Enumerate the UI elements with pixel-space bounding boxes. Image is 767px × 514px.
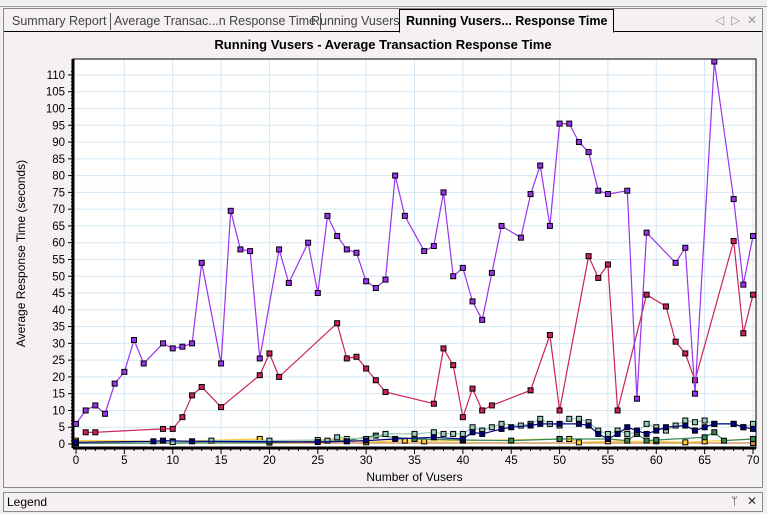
svg-text:0: 0 (59, 439, 65, 451)
svg-text:90: 90 (52, 137, 65, 149)
svg-text:45: 45 (505, 455, 518, 467)
svg-text:60: 60 (650, 455, 663, 467)
svg-text:85: 85 (52, 154, 65, 166)
svg-text:20: 20 (263, 455, 276, 467)
svg-text:95: 95 (52, 120, 65, 132)
svg-text:65: 65 (698, 455, 711, 467)
svg-text:30: 30 (360, 455, 373, 467)
window-top-strip (0, 0, 767, 7)
tab-scroll-left-icon[interactable]: ◁ (715, 13, 725, 27)
svg-text:5: 5 (59, 422, 65, 434)
svg-text:25: 25 (311, 455, 324, 467)
svg-text:70: 70 (52, 204, 65, 216)
svg-text:100: 100 (46, 104, 65, 116)
svg-text:5: 5 (121, 455, 127, 467)
svg-text:15: 15 (52, 389, 65, 401)
svg-text:110: 110 (47, 70, 65, 82)
svg-text:65: 65 (52, 221, 65, 233)
svg-text:40: 40 (52, 305, 65, 317)
chart-title: Running Vusers - Average Transaction Res… (214, 37, 552, 52)
svg-text:60: 60 (52, 238, 65, 250)
svg-text:55: 55 (602, 455, 615, 467)
svg-text:35: 35 (408, 455, 421, 467)
svg-text:70: 70 (747, 455, 760, 467)
pin-icon[interactable]: ᛘ (731, 494, 739, 508)
tab-summary-report[interactable]: Summary Report (8, 13, 112, 30)
svg-text:35: 35 (52, 322, 65, 334)
svg-text:45: 45 (52, 288, 65, 300)
svg-text:0: 0 (73, 455, 79, 467)
tab-running-vusers-response-time[interactable]: Running Vusers... Response Time (399, 9, 615, 33)
legend-label: Legend (7, 495, 48, 509)
svg-text:10: 10 (52, 405, 65, 417)
svg-text:Average Response Time (seconds: Average Response Time (seconds) (14, 160, 28, 347)
svg-text:40: 40 (456, 455, 469, 467)
svg-text:50: 50 (553, 455, 566, 467)
legend-close-icon[interactable]: ✕ (747, 494, 758, 508)
svg-text:20: 20 (52, 372, 65, 384)
svg-text:80: 80 (52, 171, 65, 183)
svg-text:105: 105 (46, 87, 65, 99)
svg-text:75: 75 (52, 187, 65, 199)
tab-bar: Summary Report Average Transac...n Respo… (4, 9, 762, 33)
svg-text:55: 55 (52, 254, 65, 266)
tab-scroll-right-icon[interactable]: ▷ (731, 13, 741, 27)
svg-text:25: 25 (52, 355, 65, 367)
svg-text:50: 50 (52, 271, 65, 283)
tab-close-icon[interactable]: ✕ (747, 13, 758, 27)
legend-panel: Legend ᛘ ✕ (3, 492, 763, 512)
line-chart: 0510152025303540455055606570758085909510… (14, 58, 760, 484)
svg-text:30: 30 (52, 338, 65, 350)
svg-text:Number of Vusers: Number of Vusers (366, 470, 462, 484)
tab-average-transaction-response-time[interactable]: Average Transac...n Response Time (110, 13, 321, 30)
svg-text:15: 15 (215, 455, 228, 467)
svg-text:10: 10 (166, 455, 179, 467)
